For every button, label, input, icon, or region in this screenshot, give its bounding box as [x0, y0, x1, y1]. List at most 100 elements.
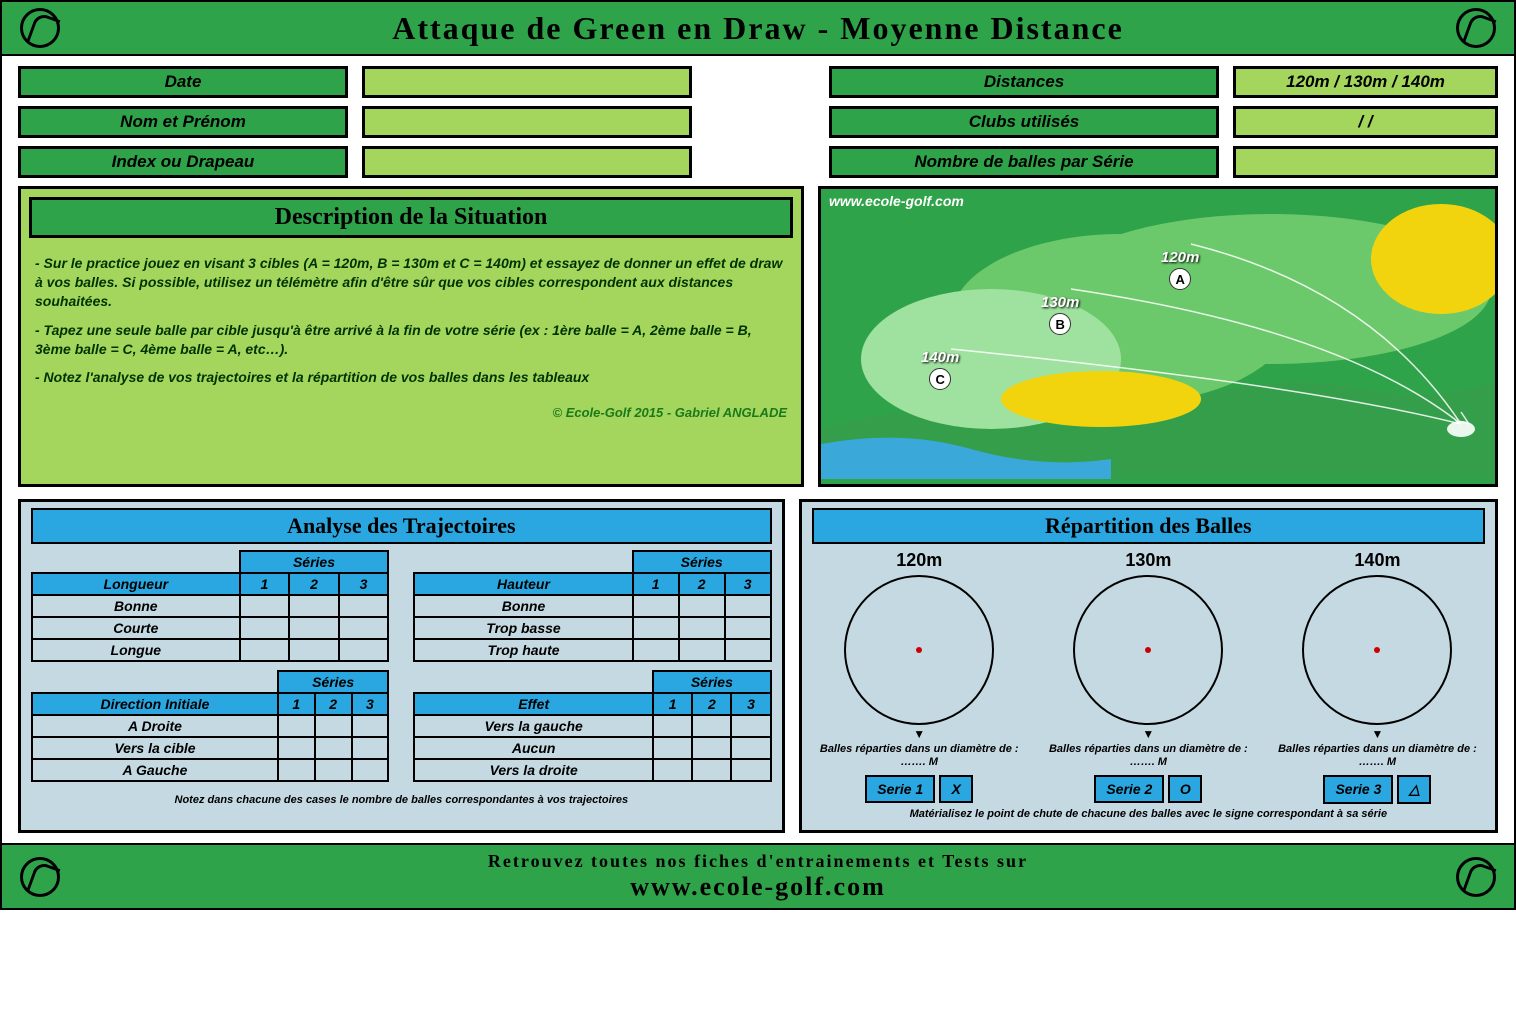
data-cell[interactable]: [692, 759, 731, 781]
distance-title: 120m: [812, 550, 1027, 571]
target-marker: 130mB: [1041, 294, 1079, 337]
distance-title: 140m: [1270, 550, 1485, 571]
serie-symbol: X: [939, 775, 973, 803]
arrow-down-icon: ▼: [1041, 727, 1256, 741]
balls-input[interactable]: [1233, 146, 1498, 178]
index-input[interactable]: [362, 146, 692, 178]
data-cell[interactable]: [352, 715, 389, 737]
data-cell[interactable]: [633, 617, 679, 639]
target-marker: 140mC: [921, 349, 959, 392]
header-bar: Attaque de Green en Draw - Moyenne Dista…: [2, 2, 1514, 56]
data-cell[interactable]: [289, 617, 339, 639]
analysis-table: SériesHauteur123Bonne Trop basse Trop ha…: [413, 550, 771, 662]
desc-p2: - Tapez une seule balle par cible jusqu'…: [35, 321, 787, 359]
serie-symbol: O: [1168, 775, 1202, 803]
data-cell[interactable]: [692, 737, 731, 759]
col-header: 1: [278, 693, 315, 715]
footer-text: Retrouvez toutes nos fiches d'entraineme…: [60, 851, 1456, 902]
diagram-url: www.ecole-golf.com: [829, 193, 964, 209]
data-cell[interactable]: [240, 595, 290, 617]
data-cell[interactable]: [633, 595, 679, 617]
logo-icon: [1456, 8, 1496, 48]
page-title: Attaque de Green en Draw - Moyenne Dista…: [60, 10, 1456, 47]
col-header: 3: [725, 573, 771, 595]
target-circle[interactable]: [1302, 575, 1452, 725]
data-cell[interactable]: [278, 759, 315, 781]
data-cell[interactable]: [315, 759, 352, 781]
data-cell[interactable]: [653, 715, 692, 737]
data-cell[interactable]: [352, 737, 389, 759]
data-cell[interactable]: [339, 639, 389, 661]
data-cell[interactable]: [289, 639, 339, 661]
data-cell[interactable]: [725, 595, 771, 617]
data-cell[interactable]: [725, 639, 771, 661]
analysis-table: SériesLongueur123Bonne Courte Longue: [31, 550, 389, 662]
date-input[interactable]: [362, 66, 692, 98]
table-title: Longueur: [32, 573, 240, 595]
analyse-note: Notez dans chacune des cases le nombre d…: [31, 794, 772, 806]
distances-label: Distances: [829, 66, 1219, 98]
form-row-2: Nom et Prénom Clubs utilisés / /: [18, 106, 1498, 138]
analysis-table: SériesEffet123Vers la gauche Aucun Vers …: [413, 670, 771, 782]
data-cell[interactable]: [725, 617, 771, 639]
row-label: A Gauche: [32, 759, 278, 781]
data-cell[interactable]: [653, 759, 692, 781]
data-cell[interactable]: [352, 759, 389, 781]
data-cell[interactable]: [289, 595, 339, 617]
name-label: Nom et Prénom: [18, 106, 348, 138]
col-header: 1: [653, 693, 692, 715]
tables-bottom: SériesDirection Initiale123A Droite Vers…: [31, 670, 772, 790]
clubs-input[interactable]: / /: [1233, 106, 1498, 138]
bottom-row: Analyse des Trajectoires SériesLongueur1…: [18, 499, 1498, 833]
description-header: Description de la Situation: [29, 197, 793, 238]
data-cell[interactable]: [240, 639, 290, 661]
target-column: 130m▼Balles réparties dans un diamètre d…: [1041, 550, 1256, 804]
row-label: Trop haute: [414, 639, 632, 661]
repartition-header: Répartition des Balles: [812, 508, 1485, 544]
data-cell[interactable]: [679, 639, 725, 661]
col-header: 3: [731, 693, 770, 715]
data-cell[interactable]: [731, 759, 770, 781]
data-cell[interactable]: [339, 595, 389, 617]
data-cell[interactable]: [692, 715, 731, 737]
data-cell[interactable]: [278, 737, 315, 759]
row-label: Vers la droite: [414, 759, 653, 781]
row-label: Trop basse: [414, 617, 632, 639]
clubs-label: Clubs utilisés: [829, 106, 1219, 138]
footer-bar: Retrouvez toutes nos fiches d'entraineme…: [2, 843, 1514, 908]
data-cell[interactable]: [679, 595, 725, 617]
data-cell[interactable]: [731, 737, 770, 759]
data-cell[interactable]: [633, 639, 679, 661]
data-cell[interactable]: [315, 715, 352, 737]
data-cell[interactable]: [240, 617, 290, 639]
analysis-table: SériesDirection Initiale123A Droite Vers…: [31, 670, 389, 782]
target-column: 140m▼Balles réparties dans un diamètre d…: [1270, 550, 1485, 804]
col-header: 2: [315, 693, 352, 715]
series-header: Séries: [278, 671, 388, 693]
distances-value: 120m / 130m / 140m: [1233, 66, 1498, 98]
desc-p1: - Sur le practice jouez en visant 3 cibl…: [35, 254, 787, 311]
data-cell[interactable]: [731, 715, 770, 737]
form-row-1: Date Distances 120m / 130m / 140m: [18, 66, 1498, 98]
target-column: 120m▼Balles réparties dans un diamètre d…: [812, 550, 1027, 804]
data-cell[interactable]: [278, 715, 315, 737]
name-input[interactable]: [362, 106, 692, 138]
row-label: Vers la gauche: [414, 715, 653, 737]
target-circle[interactable]: [844, 575, 994, 725]
data-cell[interactable]: [653, 737, 692, 759]
description-panel: Description de la Situation - Sur le pra…: [18, 186, 804, 487]
course-diagram: www.ecole-golf.com 120mA130mB140mC: [818, 186, 1498, 487]
data-cell[interactable]: [679, 617, 725, 639]
series-header: Séries: [633, 551, 771, 573]
index-label: Index ou Drapeau: [18, 146, 348, 178]
target-circle[interactable]: [1073, 575, 1223, 725]
ball-text: Balles réparties dans un diamètre de : ……: [812, 743, 1027, 769]
col-header: 3: [352, 693, 389, 715]
row-label: Bonne: [32, 595, 240, 617]
row-label: A Droite: [32, 715, 278, 737]
repartition-panel: Répartition des Balles 120m▼Balles répar…: [799, 499, 1498, 833]
data-cell[interactable]: [339, 617, 389, 639]
table-title: Hauteur: [414, 573, 632, 595]
data-cell[interactable]: [315, 737, 352, 759]
balls-label: Nombre de balles par Série: [829, 146, 1219, 178]
